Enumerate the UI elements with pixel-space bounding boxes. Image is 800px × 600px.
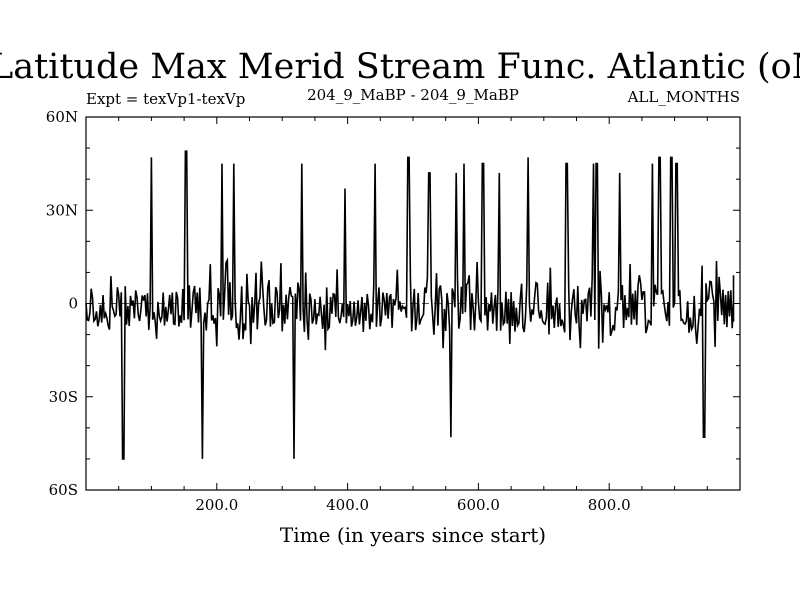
plot-area: 60N 30N 0 30S 60S 200.0 400.0 600.0 800.0 xyxy=(46,108,741,514)
series-line xyxy=(85,150,735,460)
x-tick-label: 200.0 xyxy=(195,496,238,514)
chart-subtitle-left: Expt = texVp1-texVp xyxy=(86,90,245,108)
y-tick-label: 60N xyxy=(46,108,78,126)
chart-title: Latitude Max Merid Stream Func. Atlantic… xyxy=(0,47,800,87)
y-tick-label: 60S xyxy=(49,481,78,499)
y-tick-label: 0 xyxy=(68,295,78,313)
chart-subtitle-right: ALL_MONTHS xyxy=(627,88,740,106)
chart-subtitle-center: 204_9_MaBP - 204_9_MaBP xyxy=(307,86,519,104)
y-tick-label: 30S xyxy=(49,388,78,406)
x-tick-label: 400.0 xyxy=(326,496,369,514)
y-tick-label: 30N xyxy=(46,201,78,219)
x-axis-label: Time (in years since start) xyxy=(280,523,546,547)
x-tick-label: 800.0 xyxy=(588,496,631,514)
x-tick-label: 600.0 xyxy=(457,496,500,514)
